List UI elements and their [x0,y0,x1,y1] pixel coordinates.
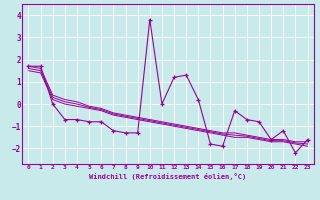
X-axis label: Windchill (Refroidissement éolien,°C): Windchill (Refroidissement éolien,°C) [89,173,247,180]
